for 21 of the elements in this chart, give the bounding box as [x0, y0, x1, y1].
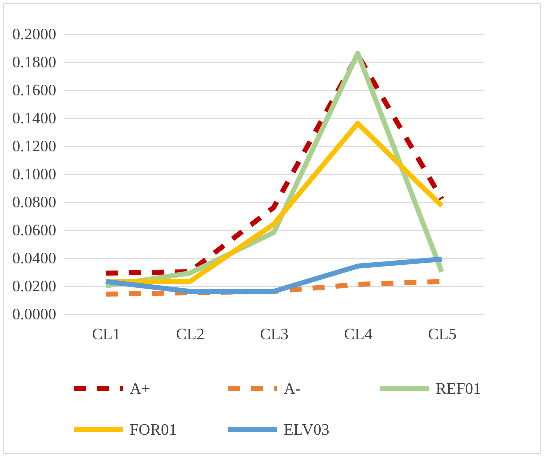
y-tick-label: 0.0600 [12, 222, 56, 240]
x-tick-label: CL5 [428, 326, 457, 344]
y-tick-label: 0.2000 [12, 26, 56, 44]
x-tick-label: CL2 [176, 326, 205, 344]
legend-label: A- [284, 381, 301, 398]
x-tick-label: CL4 [344, 326, 373, 344]
y-tick-label: 0.1000 [12, 166, 56, 184]
y-tick-label: 0.0800 [12, 194, 56, 212]
legend-label: A+ [130, 381, 151, 398]
y-tick-label: 0.0400 [12, 250, 56, 268]
legend-label: REF01 [436, 381, 482, 398]
y-tick-label: 0.0200 [12, 278, 56, 296]
x-tick-label: CL3 [260, 326, 289, 344]
y-tick-label: 0.1400 [12, 110, 56, 128]
legend-label: FOR01 [130, 422, 178, 439]
x-tick-label: CL1 [92, 326, 121, 344]
legend-label: ELV03 [284, 422, 330, 439]
y-tick-label: 0.0000 [12, 306, 56, 324]
y-tick-label: 0.1600 [12, 82, 56, 100]
y-tick-label: 0.1200 [12, 138, 56, 156]
y-tick-label: 0.1800 [12, 54, 56, 72]
